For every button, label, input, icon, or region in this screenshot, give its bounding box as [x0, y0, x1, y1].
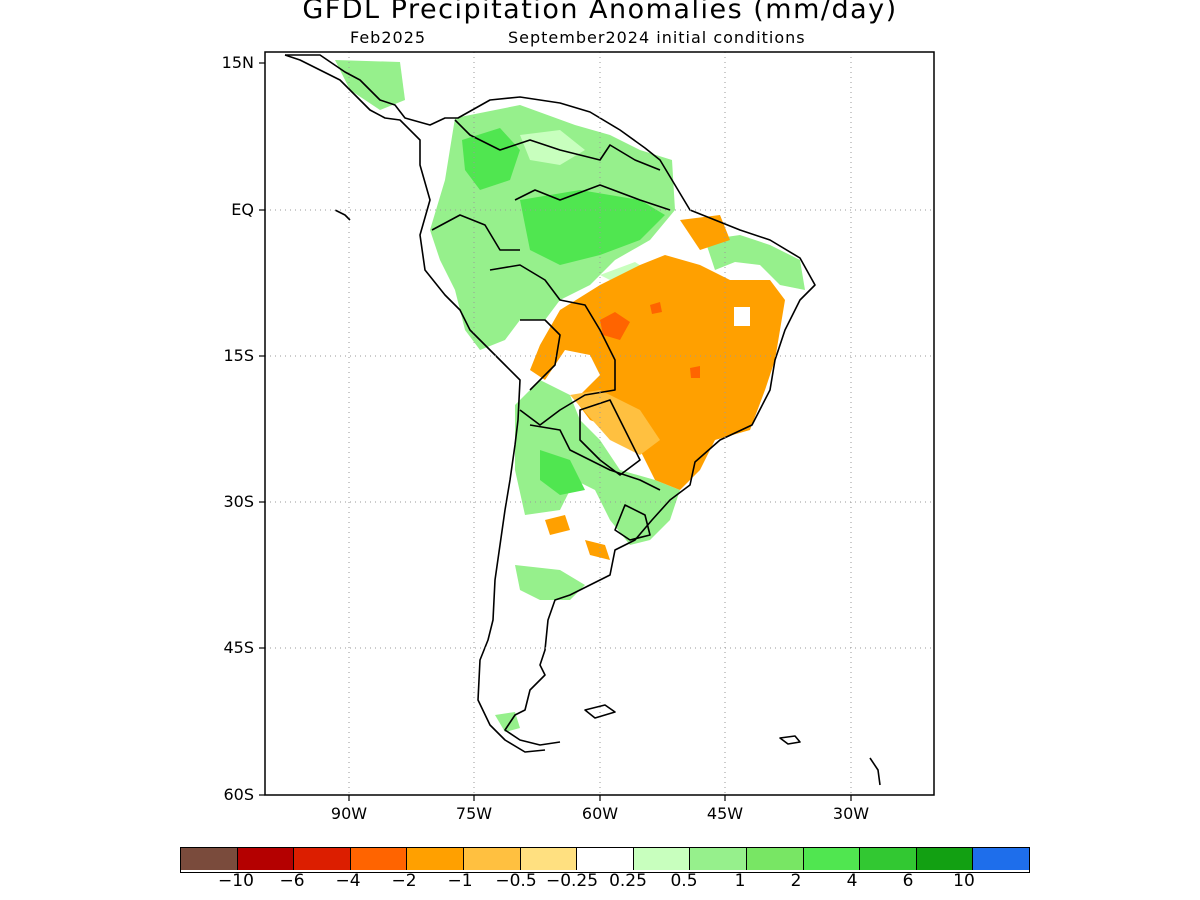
- colorbar-swatch: [181, 848, 238, 870]
- colorbar-label: 6: [902, 871, 914, 891]
- coastlines: [284, 54, 881, 786]
- initial-conditions: September2024 initial conditions: [508, 28, 806, 47]
- colorbar-label: −4: [335, 871, 361, 891]
- colorbar-swatch: [916, 848, 974, 870]
- colorbar-swatch: [237, 848, 295, 870]
- forecast-month: Feb2025: [350, 28, 427, 47]
- colorbar-swatch: [803, 848, 861, 870]
- colorbar-label: −1: [447, 871, 473, 891]
- dry-anomaly-strong: [600, 302, 700, 378]
- lat-label-30s: 30S: [223, 492, 254, 511]
- colorbar-label: 0.5: [670, 871, 698, 891]
- lon-label-60w: 60W: [581, 804, 619, 823]
- axis-ticks: [259, 62, 852, 801]
- colorbar-swatch: [577, 848, 634, 870]
- colorbar-swatch: [463, 848, 521, 870]
- lon-label-90w: 90W: [330, 804, 368, 823]
- colorbar-swatch: [690, 848, 747, 870]
- lat-label-45s: 45S: [223, 638, 254, 657]
- colorbar-label: −0.5: [495, 871, 537, 891]
- colorbar: [180, 847, 1030, 873]
- colorbar-label: −6: [279, 871, 305, 891]
- colorbar-swatch: [294, 848, 351, 870]
- colorbar-label: −10: [218, 871, 254, 891]
- lat-label-60s: 60S: [223, 785, 254, 804]
- colorbar-swatch: [407, 848, 464, 870]
- colorbar-swatch: [746, 848, 804, 870]
- dry-anomaly-field: [530, 215, 785, 560]
- lon-label-45w: 45W: [706, 804, 744, 823]
- lon-label-30w: 30W: [832, 804, 870, 823]
- lat-label-eq: EQ: [231, 200, 254, 219]
- colorbar-swatch: [520, 848, 578, 870]
- colorbar-swatch: [350, 848, 408, 870]
- lat-label-15n: 15N: [221, 53, 254, 72]
- lon-label-75w: 75W: [455, 804, 493, 823]
- colorbar-label: 10: [953, 871, 975, 891]
- colorbar-label: −2: [391, 871, 417, 891]
- colorbar-swatch: [973, 848, 1029, 870]
- map-title: GFDL Precipitation Anomalies (mm/day): [302, 0, 898, 25]
- colorbar-label: −0.25: [545, 871, 599, 891]
- colorbar-label: 0.25: [609, 871, 647, 891]
- colorbar-swatch: [633, 848, 691, 870]
- lat-label-15s: 15S: [223, 346, 254, 365]
- colorbar-label: 2: [790, 871, 802, 891]
- colorbar-label: 4: [846, 871, 858, 891]
- wet-anomaly-strong: [462, 128, 665, 495]
- colorbar-label: 1: [734, 871, 746, 891]
- colorbar-swatch: [860, 848, 917, 870]
